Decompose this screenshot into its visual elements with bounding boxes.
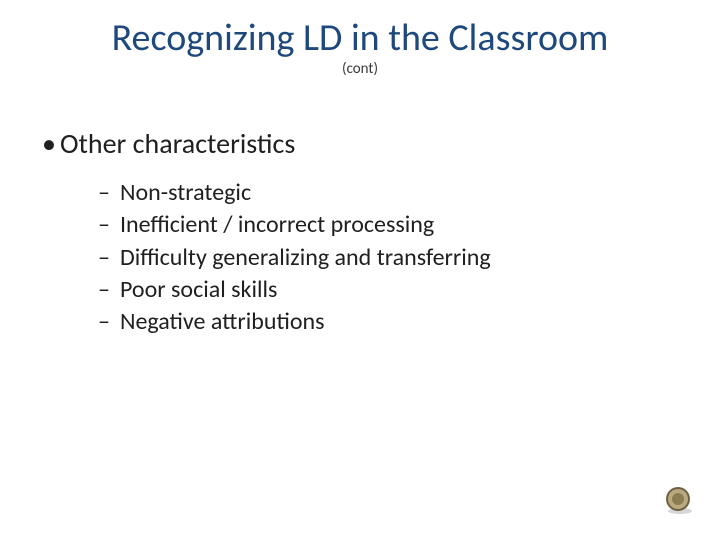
bullet-level2: – Inefficient / incorrect processing <box>98 209 720 241</box>
slide-title: Recognizing LD in the Classroom <box>0 0 720 60</box>
slide: Recognizing LD in the Classroom (cont) •… <box>0 0 720 540</box>
bullet-level2: – Poor social skills <box>98 274 720 306</box>
bullet-l2-text: Difficulty generalizing and transferring <box>120 242 491 274</box>
bullet-l2-marker: – <box>98 242 120 274</box>
bullet-l1-marker: • <box>38 126 60 161</box>
bullet-l2-marker: – <box>98 274 120 306</box>
bullet-level2: – Difficulty generalizing and transferri… <box>98 242 720 274</box>
slide-subtitle: (cont) <box>0 60 720 78</box>
bullet-level1: • Other characteristics <box>38 126 720 161</box>
bullet-level2: – Negative attributions <box>98 306 720 338</box>
bullet-l2-text: Inefficient / incorrect processing <box>120 209 434 241</box>
bullet-l2-text: Negative attributions <box>120 306 325 338</box>
bullet-l2-text: Non-strategic <box>120 177 251 209</box>
bullet-level2: – Non-strategic <box>98 177 720 209</box>
bullet-l2-text: Poor social skills <box>120 274 277 306</box>
bullet-l2-marker: – <box>98 177 120 209</box>
coin-inner <box>672 493 684 505</box>
bullet-l2-marker: – <box>98 306 120 338</box>
bullet-l1-text: Other characteristics <box>60 126 295 161</box>
bullet-l2-marker: – <box>98 209 120 241</box>
coin-icon <box>664 486 694 516</box>
sub-bullet-list: – Non-strategic – Inefficient / incorrec… <box>38 161 720 339</box>
slide-body: • Other characteristics – Non-strategic … <box>0 78 720 339</box>
